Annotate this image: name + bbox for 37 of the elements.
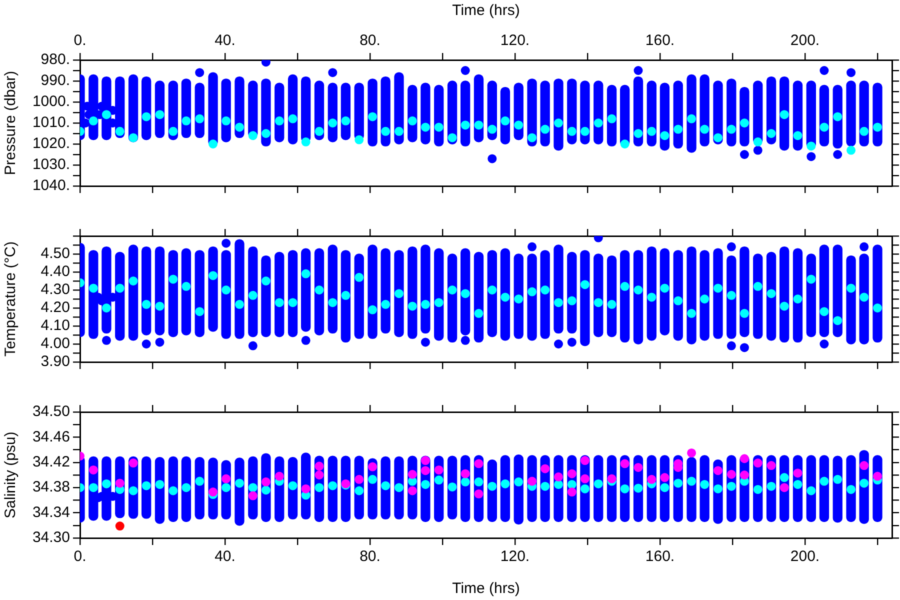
y-tick-label: 4.00 — [40, 335, 70, 352]
x-tick-label: 80. — [360, 548, 380, 566]
y-tick-label: 1010. — [32, 114, 70, 132]
x2-tick-label: 0. — [74, 32, 86, 50]
y-tick-label: 3.90 — [40, 353, 70, 370]
x2-axis-title: Time (hrs) — [452, 2, 520, 20]
y-tick-label: 34.42 — [32, 454, 70, 471]
x2-tick-label: 40. — [214, 32, 236, 50]
y-tick-label: 4.20 — [40, 299, 70, 316]
y-tick-label: 4.40 — [40, 263, 70, 280]
x2-tick-label: 80. — [360, 32, 380, 50]
y-axis-title: Salinity (psu) — [2, 432, 20, 518]
y-tick-label: 980. — [40, 51, 70, 68]
x-tick-label: 120. — [500, 548, 530, 566]
y-tick-label: 1040. — [32, 177, 70, 194]
y-tick-label: 1020. — [32, 135, 70, 152]
x-tick-label: 160. — [645, 548, 675, 566]
y-axis-title: Temperature (°C) — [2, 241, 20, 357]
y-tick-label: 4.10 — [40, 317, 70, 334]
y-tick-label: 34.30 — [32, 529, 70, 546]
x2-tick-label: 200. — [790, 32, 820, 50]
y-tick-label: 34.50 — [32, 403, 70, 420]
x-axis-title: Time (hrs) — [452, 580, 520, 598]
x2-tick-label: 160. — [645, 32, 675, 50]
y-tick-label: 990. — [40, 72, 70, 90]
y-axis-title: Pressure (dbar) — [2, 70, 20, 176]
x-tick-label: 0. — [74, 548, 86, 566]
y-tick-label: 4.30 — [40, 281, 70, 298]
x-tick-label: 200. — [790, 548, 820, 566]
y-tick-label: 1000. — [32, 93, 70, 110]
y-tick-label: 34.38 — [32, 478, 70, 496]
x2-tick-label: 120. — [500, 32, 530, 50]
y-tick-label: 1030. — [32, 156, 70, 174]
y-tick-label: 34.46 — [32, 428, 70, 446]
y-tick-label: 4.50 — [40, 245, 70, 262]
y-tick-label: 34.34 — [32, 504, 70, 521]
x-tick-label: 40. — [214, 548, 236, 566]
